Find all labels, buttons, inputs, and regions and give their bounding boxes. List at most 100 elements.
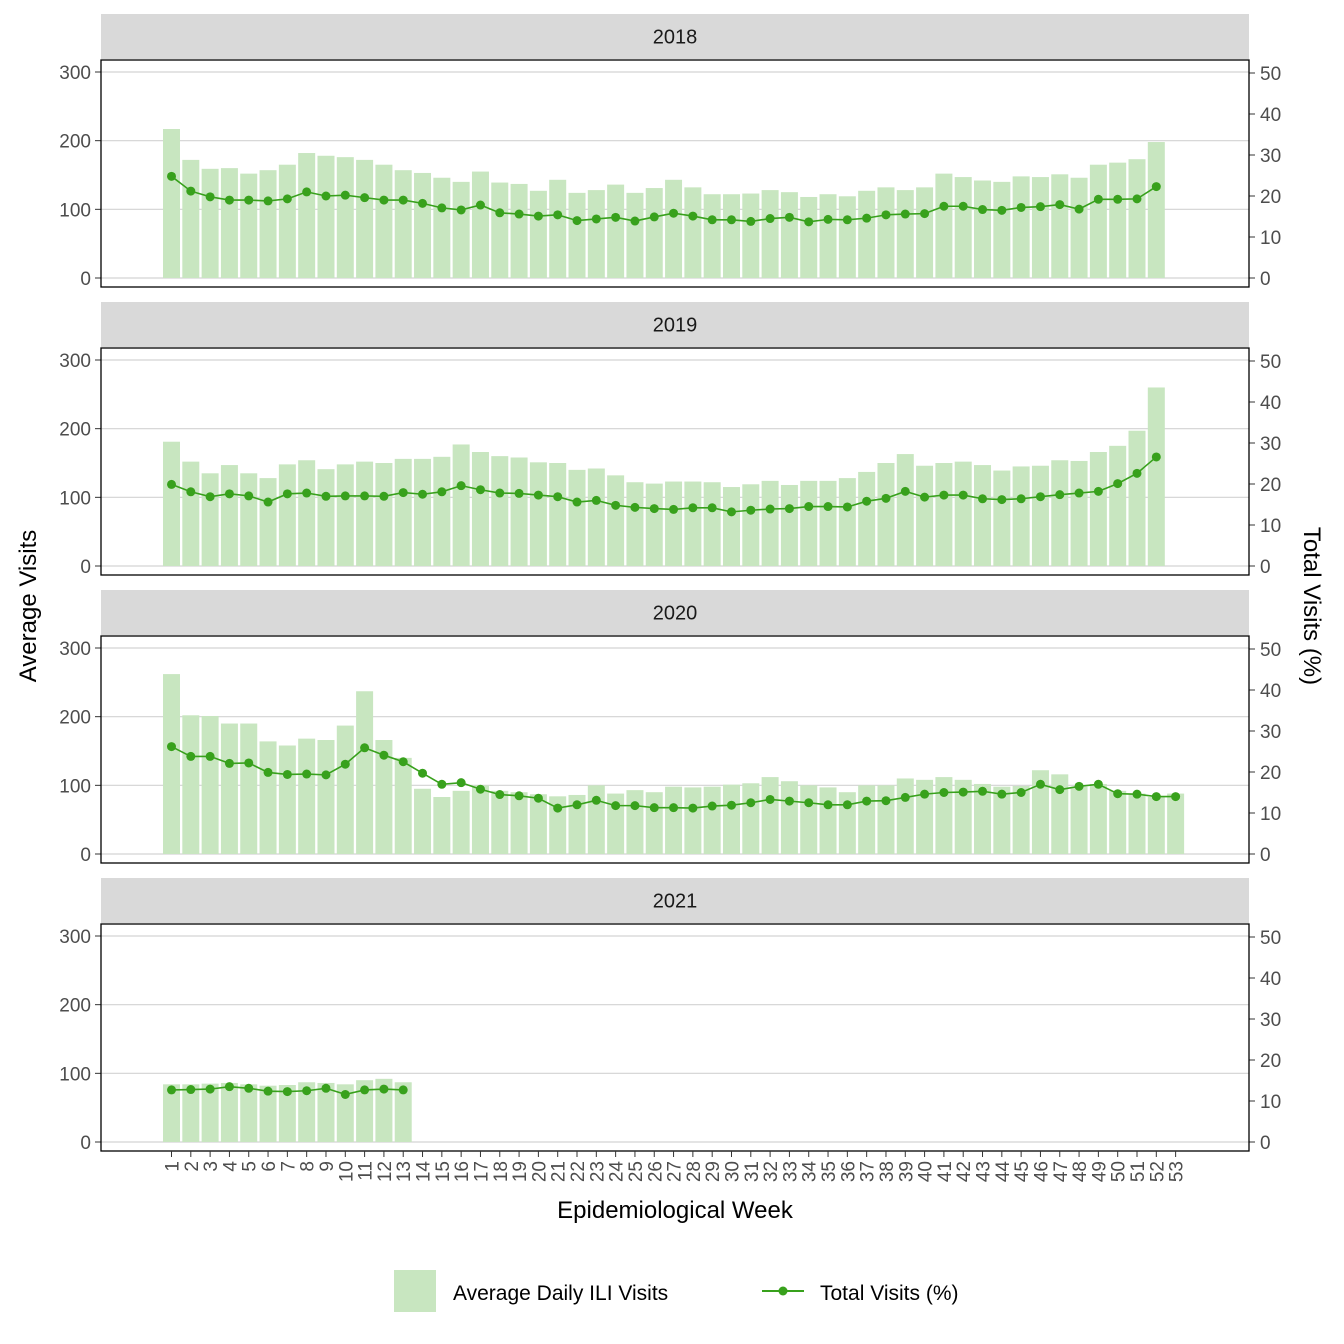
bar-week-51 bbox=[1128, 159, 1146, 278]
point-week-43 bbox=[978, 786, 988, 796]
facet-strip-label-2018: 2018 bbox=[653, 27, 698, 49]
panel-border-2020 bbox=[100, 635, 1250, 864]
bar-week-29 bbox=[703, 194, 721, 278]
x-tick-label: 16 bbox=[452, 1161, 473, 1182]
panel-2021: 2021 0 100 200 300 0 10 20 30 40 50 bbox=[59, 878, 1281, 1154]
bar-week-6 bbox=[259, 1085, 277, 1142]
point-week-21 bbox=[553, 210, 563, 220]
y-tick-label-right: 20 bbox=[1260, 187, 1281, 208]
y-tick-label-right: 40 bbox=[1260, 969, 1281, 990]
point-week-13 bbox=[398, 488, 408, 498]
point-week-30 bbox=[726, 215, 736, 225]
facet-strip-label-2020: 2020 bbox=[653, 603, 698, 625]
point-week-8 bbox=[302, 187, 312, 197]
bar-week-2 bbox=[182, 159, 200, 278]
point-week-2 bbox=[186, 751, 196, 761]
point-week-37 bbox=[862, 213, 872, 223]
bar-week-43 bbox=[974, 783, 992, 854]
bar-week-12 bbox=[375, 740, 393, 854]
bar-week-32 bbox=[761, 777, 779, 854]
bar-week-11 bbox=[356, 461, 374, 566]
y-axis-title-right: Total Visits (%) bbox=[1298, 527, 1325, 685]
point-week-11 bbox=[360, 491, 370, 501]
bar-week-44 bbox=[993, 181, 1011, 278]
bar-week-3 bbox=[201, 168, 219, 278]
point-week-30 bbox=[726, 507, 736, 517]
point-week-1 bbox=[167, 171, 176, 181]
bar-week-32 bbox=[761, 190, 779, 278]
legend-label-bars: Average Daily ILI Visits bbox=[453, 1282, 668, 1305]
point-week-16 bbox=[456, 205, 466, 215]
x-tick-label: 40 bbox=[916, 1161, 937, 1182]
bar-week-20 bbox=[529, 190, 547, 278]
bar-week-42 bbox=[954, 461, 972, 566]
point-week-13 bbox=[398, 757, 408, 767]
panel-2018: 2018 0 100 200 300 0 10 20 30 40 50 bbox=[59, 14, 1281, 290]
point-week-44 bbox=[997, 205, 1007, 215]
point-week-1 bbox=[167, 742, 176, 752]
bar-week-37 bbox=[858, 785, 876, 854]
bar-week-34 bbox=[800, 480, 818, 566]
bar-week-8 bbox=[298, 1082, 316, 1142]
y-tick-label-right: 10 bbox=[1260, 228, 1281, 249]
bar-week-2 bbox=[182, 461, 200, 566]
x-tick-label: 38 bbox=[877, 1161, 898, 1182]
point-week-6 bbox=[263, 1086, 273, 1096]
x-tick-label: 48 bbox=[1070, 1161, 1091, 1182]
x-tick-label: 19 bbox=[510, 1161, 531, 1182]
point-week-48 bbox=[1074, 488, 1084, 498]
point-week-41 bbox=[939, 201, 949, 211]
point-week-38 bbox=[881, 210, 891, 220]
x-tick-label: 12 bbox=[375, 1161, 396, 1182]
point-week-40 bbox=[920, 789, 930, 799]
y-tick-label-right: 40 bbox=[1260, 393, 1281, 414]
point-week-49 bbox=[1093, 194, 1103, 204]
point-week-45 bbox=[1016, 494, 1026, 504]
bar-week-21 bbox=[549, 463, 567, 566]
bar-week-20 bbox=[529, 794, 547, 854]
bar-week-52 bbox=[1147, 387, 1165, 566]
point-week-38 bbox=[881, 796, 891, 806]
point-week-8 bbox=[302, 1086, 312, 1096]
bar-week-46 bbox=[1031, 770, 1049, 854]
y-tick-label-right: 10 bbox=[1260, 516, 1281, 537]
point-week-10 bbox=[340, 759, 350, 769]
bar-week-33 bbox=[780, 192, 798, 278]
y-tick-label-right: 10 bbox=[1260, 1092, 1281, 1113]
facet-strip-label-2019: 2019 bbox=[653, 315, 698, 337]
point-week-36 bbox=[842, 215, 852, 225]
point-week-24 bbox=[611, 212, 621, 222]
bar-week-23 bbox=[587, 190, 605, 278]
bar-week-1 bbox=[163, 128, 180, 278]
point-week-14 bbox=[418, 198, 428, 208]
bar-week-9 bbox=[317, 469, 335, 566]
x-tick-label: 10 bbox=[336, 1161, 357, 1182]
point-week-35 bbox=[823, 214, 833, 224]
point-week-8 bbox=[302, 488, 312, 498]
point-week-19 bbox=[514, 791, 524, 801]
facet-strip-2018 bbox=[101, 14, 1249, 59]
bar-week-9 bbox=[317, 740, 335, 854]
bar-week-18 bbox=[491, 790, 509, 854]
y-tick-label-right: 0 bbox=[1260, 557, 1271, 578]
bar-week-16 bbox=[452, 181, 470, 278]
bar-week-51 bbox=[1128, 430, 1146, 566]
x-tick-label: 36 bbox=[838, 1161, 859, 1182]
bar-week-28 bbox=[684, 787, 702, 854]
bar-week-41 bbox=[935, 777, 953, 854]
x-tick-label: 42 bbox=[954, 1161, 975, 1182]
x-tick-label: 34 bbox=[800, 1161, 821, 1183]
point-week-12 bbox=[379, 491, 389, 501]
y-tick-label-left: 0 bbox=[80, 557, 91, 578]
bar-week-13 bbox=[394, 757, 412, 854]
total-visits-line-2018 bbox=[171, 175, 1157, 223]
point-week-7 bbox=[282, 1087, 292, 1097]
point-week-27 bbox=[669, 803, 679, 813]
bar-week-17 bbox=[471, 171, 489, 278]
point-week-50 bbox=[1113, 194, 1123, 204]
x-tick-label: 17 bbox=[471, 1161, 492, 1182]
x-tick-label: 47 bbox=[1051, 1161, 1072, 1182]
point-week-30 bbox=[726, 800, 736, 810]
bar-week-16 bbox=[452, 444, 470, 566]
